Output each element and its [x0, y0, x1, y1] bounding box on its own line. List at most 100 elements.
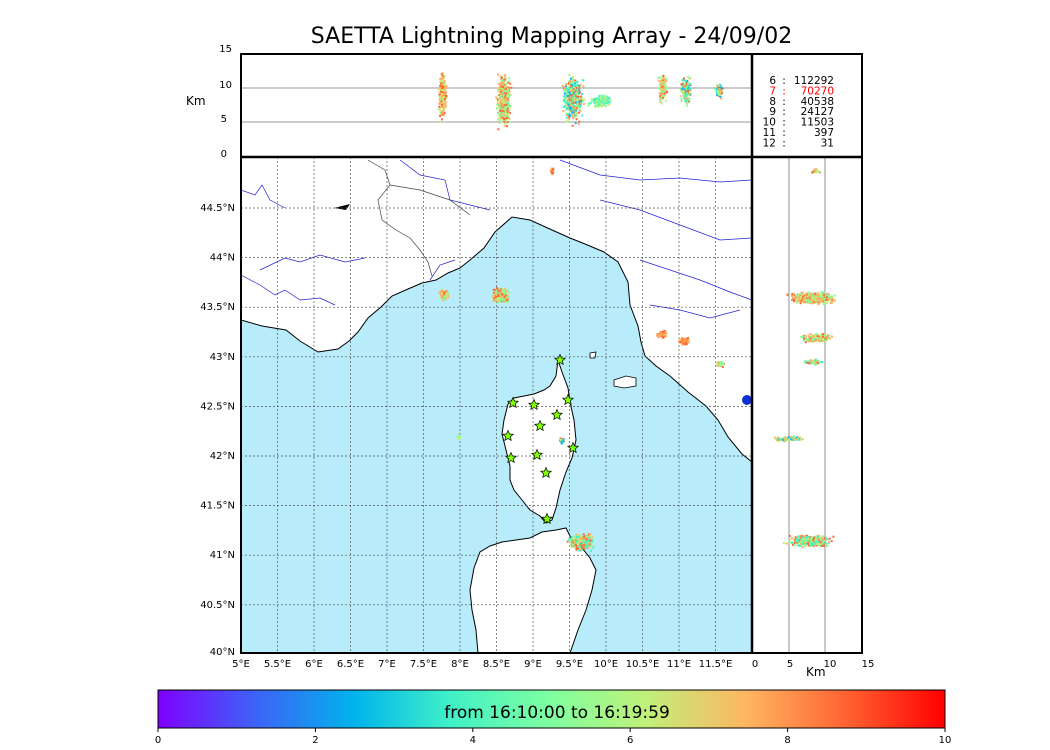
- map-source: [665, 331, 667, 334]
- top-source: [440, 81, 443, 84]
- map-source: [568, 539, 571, 542]
- top-source: [507, 103, 510, 105]
- legend-altitude-label: 6: [769, 75, 776, 87]
- right-source: [810, 540, 812, 543]
- right-source: [818, 540, 821, 543]
- top-source: [688, 85, 691, 88]
- right-source: [807, 544, 810, 547]
- map-source: [582, 533, 585, 536]
- top-source: [570, 77, 572, 80]
- top-source: [604, 99, 607, 102]
- top-source: [582, 79, 585, 82]
- map-source: [722, 363, 725, 366]
- right-source: [809, 360, 811, 363]
- right-source: [824, 297, 827, 300]
- top-source: [569, 96, 572, 99]
- top-source: [688, 100, 691, 103]
- map-source: [681, 338, 684, 341]
- top-source: [442, 99, 445, 102]
- right-source: [796, 541, 799, 544]
- right-source: [803, 536, 806, 539]
- top-source: [568, 73, 571, 76]
- right-source: [831, 300, 834, 303]
- legend-separator: :: [782, 96, 786, 108]
- legend-altitude-label: 8: [769, 96, 776, 108]
- map-source: [577, 536, 580, 539]
- right-source: [783, 440, 786, 443]
- top-source: [581, 98, 583, 101]
- top-source: [565, 90, 567, 93]
- right-source: [773, 436, 776, 439]
- top-source: [443, 101, 446, 104]
- top-source: [567, 86, 570, 89]
- top-source: [445, 97, 448, 100]
- map-source: [679, 338, 682, 341]
- top-source: [572, 104, 575, 107]
- right-source: [805, 537, 808, 539]
- top-source: [501, 109, 504, 112]
- right-source: [779, 437, 782, 440]
- top-source: [439, 98, 442, 101]
- top-source: [440, 74, 443, 77]
- legend-altitude-label: 12: [763, 137, 776, 149]
- top-source: [720, 97, 723, 100]
- right-source: [826, 538, 829, 541]
- right-source: [823, 537, 826, 540]
- station-star-icon: [506, 396, 520, 409]
- top-source: [575, 92, 578, 94]
- colorbar-tick-label: 6: [627, 735, 633, 746]
- right-source: [801, 542, 804, 545]
- top-altitude-panel: 15 10 5 0 Km: [186, 44, 752, 160]
- right-source: [814, 358, 817, 361]
- map-source: [568, 538, 571, 540]
- right-source: [817, 537, 820, 540]
- right-source: [798, 293, 801, 296]
- longitude-tick-label: 7°E: [378, 659, 396, 670]
- top-source: [684, 87, 687, 89]
- top-source: [500, 106, 503, 109]
- right-source: [813, 168, 816, 171]
- top-source: [578, 85, 581, 88]
- map-source: [573, 541, 576, 544]
- longitude-tick-label: 11.5°E: [699, 659, 733, 670]
- right-source: [819, 297, 822, 300]
- top-source: [563, 92, 566, 95]
- map-source: [592, 546, 595, 549]
- top-source: [441, 94, 444, 97]
- map-source: [494, 289, 497, 291]
- latitude-tick-label: 43°N: [210, 352, 235, 363]
- map-source: [576, 543, 579, 546]
- right-source: [821, 295, 824, 298]
- right-source: [797, 295, 800, 298]
- map-source: [497, 295, 500, 297]
- map-source: [501, 299, 504, 302]
- right-source: [809, 333, 812, 335]
- map-source: [551, 173, 554, 176]
- top-source: [439, 80, 442, 83]
- right-source: [812, 539, 815, 542]
- top-source: [716, 84, 719, 87]
- right-xtick: 10: [824, 659, 837, 670]
- right-source: [824, 293, 827, 296]
- top-source: [683, 77, 685, 80]
- top-source: [572, 90, 575, 93]
- map-lightning-sources: [438, 167, 752, 552]
- top-source: [687, 90, 690, 93]
- top-source: [662, 96, 664, 99]
- right-source: [804, 540, 807, 543]
- top-source: [500, 101, 502, 104]
- right-source: [806, 534, 808, 537]
- right-source: [805, 297, 808, 300]
- right-source: [820, 334, 823, 337]
- source-count-legend: 6:1122927:702708:405389:2412710:1150311:…: [752, 54, 862, 157]
- top-source: [503, 105, 506, 108]
- right-source: [795, 294, 798, 297]
- right-source: [818, 335, 821, 338]
- top-source: [594, 101, 597, 104]
- map-source: [456, 436, 459, 439]
- map-source: [659, 330, 662, 333]
- right-source: [814, 296, 817, 299]
- map-source: [550, 168, 553, 171]
- top-source: [442, 96, 445, 98]
- right-source: [804, 298, 807, 301]
